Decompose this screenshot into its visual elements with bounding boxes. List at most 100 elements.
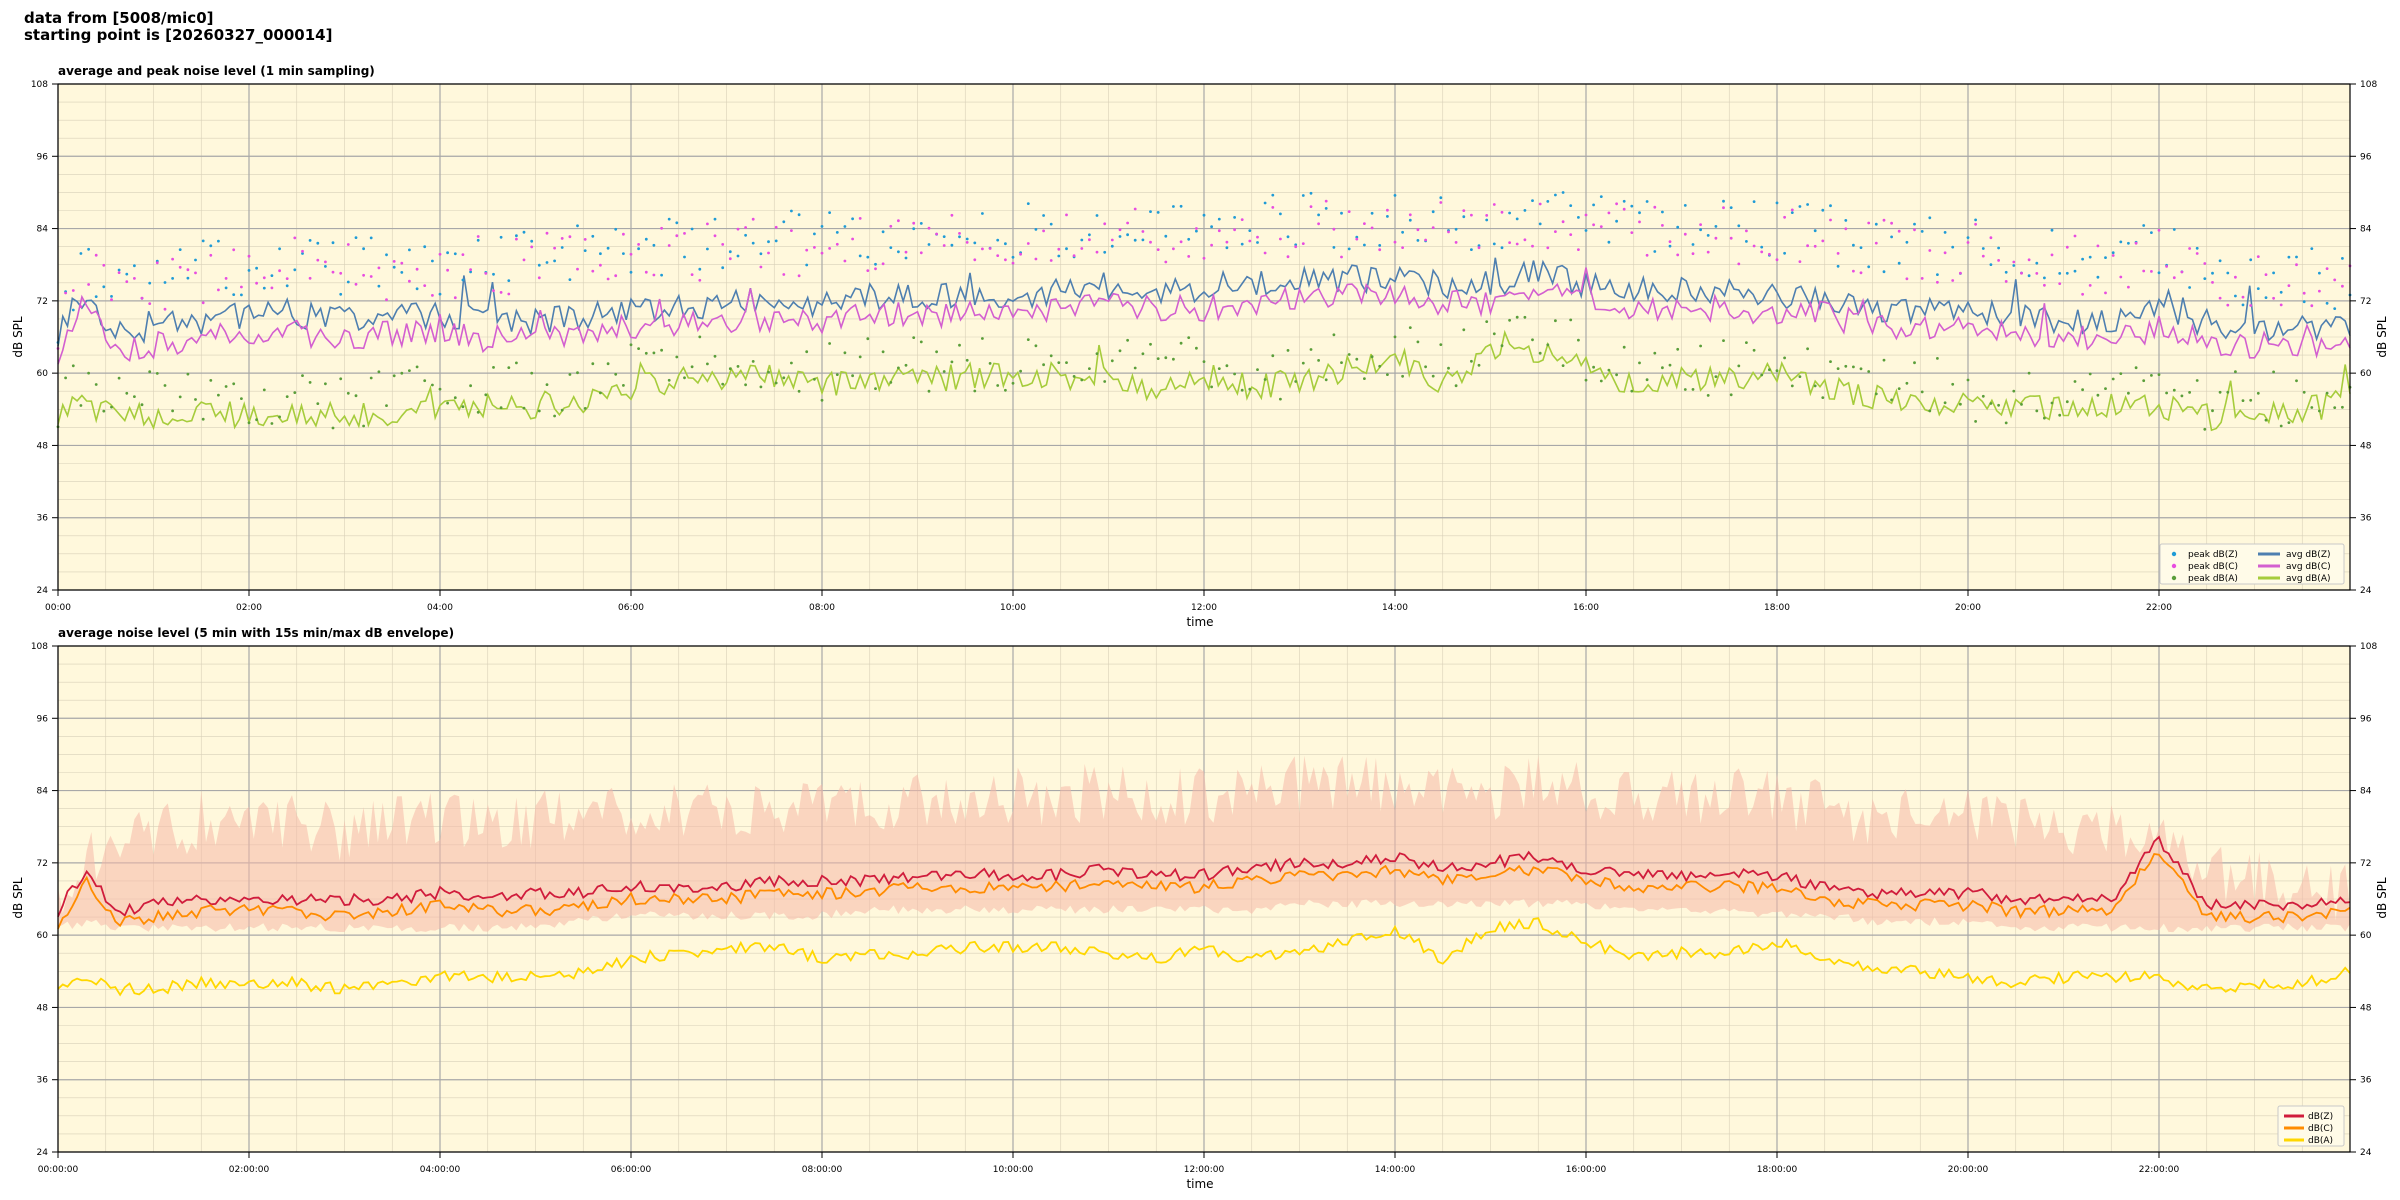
data-point — [1913, 228, 1916, 232]
data-point — [919, 251, 923, 255]
data-point — [2020, 403, 2023, 406]
data-point — [194, 271, 197, 275]
data-point — [217, 393, 220, 397]
data-point — [583, 407, 587, 410]
data-point — [148, 370, 152, 374]
data-point — [1164, 356, 1168, 360]
data-point — [996, 384, 1000, 387]
data-point — [2058, 282, 2062, 285]
data-point — [71, 308, 75, 312]
data-point — [148, 281, 152, 285]
data-point — [240, 293, 243, 297]
data-point — [790, 209, 793, 213]
data-point — [1951, 382, 1955, 386]
data-point — [1195, 346, 1198, 350]
legend-label: avg dB(Z) — [2286, 550, 2331, 560]
data-point — [1974, 420, 1977, 423]
data-point — [1615, 202, 1618, 206]
data-point — [1386, 373, 1389, 376]
data-point — [1974, 218, 1977, 222]
data-point — [751, 241, 755, 245]
data-point — [293, 236, 297, 240]
data-point — [767, 251, 770, 255]
data-point — [1088, 238, 1091, 242]
data-point — [545, 261, 549, 264]
starting-point-text: starting point is [20260327_000014] — [24, 26, 333, 44]
data-point — [247, 269, 251, 272]
x-tick-label: 06:00 — [618, 603, 644, 613]
data-point — [2272, 296, 2276, 300]
data-point — [278, 415, 281, 419]
data-point — [988, 247, 992, 250]
data-point — [423, 245, 427, 249]
data-point — [1653, 250, 1657, 253]
data-point — [2310, 247, 2314, 251]
data-point — [2195, 246, 2199, 250]
data-point — [2287, 255, 2291, 259]
data-point — [1210, 243, 1213, 247]
data-point — [476, 235, 480, 238]
data-point — [2043, 276, 2046, 280]
data-point — [2272, 271, 2276, 275]
data-point — [1256, 241, 1259, 244]
data-point — [1386, 208, 1389, 212]
data-point — [1981, 394, 1985, 398]
data-point — [805, 263, 809, 267]
data-point — [1309, 191, 1313, 195]
data-point — [706, 247, 709, 251]
data-point — [415, 365, 419, 369]
data-point — [2241, 399, 2245, 402]
data-point — [1683, 388, 1687, 391]
data-point — [1760, 250, 1764, 254]
data-point — [1057, 254, 1061, 258]
data-point — [1531, 338, 1534, 342]
data-point — [1645, 253, 1649, 257]
data-point — [1630, 231, 1634, 235]
data-point — [996, 254, 1000, 257]
data-point — [1661, 210, 1664, 214]
data-point — [828, 342, 831, 345]
data-point — [904, 250, 908, 254]
data-point — [2249, 258, 2253, 262]
data-point — [377, 266, 381, 270]
legend-label: peak dB(A) — [2188, 574, 2238, 584]
data-point — [1347, 353, 1351, 356]
data-point — [2134, 366, 2138, 370]
x-tick-label: 12:00 — [1191, 603, 1217, 613]
data-point — [1798, 260, 1802, 263]
y-tick-label: 24 — [37, 1148, 49, 1158]
data-point — [2004, 421, 2008, 425]
data-point — [469, 268, 472, 271]
data-point — [1088, 367, 1091, 370]
data-point — [1454, 241, 1458, 244]
data-point — [2050, 228, 2054, 232]
data-point — [1340, 255, 1343, 259]
data-point — [262, 286, 266, 290]
data-point — [1240, 388, 1244, 392]
data-point — [851, 237, 854, 241]
data-point — [1615, 373, 1618, 377]
data-point — [1531, 199, 1534, 203]
data-point — [2027, 371, 2031, 375]
data-point — [1363, 377, 1366, 380]
data-point — [1065, 247, 1068, 251]
data-point — [1783, 251, 1786, 255]
x-tick-label: 02:00:00 — [229, 1165, 270, 1175]
data-point — [1722, 339, 1725, 342]
data-point — [698, 335, 702, 339]
x-tick-label: 06:00:00 — [611, 1165, 652, 1175]
data-point — [2172, 276, 2176, 280]
y-tick-label: 36 — [37, 514, 49, 524]
data-point — [1370, 226, 1374, 230]
data-point — [1959, 271, 1962, 275]
y-tick-label: 84 — [37, 225, 49, 235]
data-point — [1248, 387, 1252, 391]
data-point — [1462, 215, 1466, 219]
data-point — [2341, 257, 2344, 260]
data-point — [835, 373, 839, 376]
data-point — [1882, 270, 1886, 274]
data-point — [683, 232, 686, 235]
y-tick-label: 96 — [2360, 714, 2372, 724]
x-tick-label: 14:00 — [1382, 603, 1408, 613]
data-point — [1439, 343, 1443, 346]
